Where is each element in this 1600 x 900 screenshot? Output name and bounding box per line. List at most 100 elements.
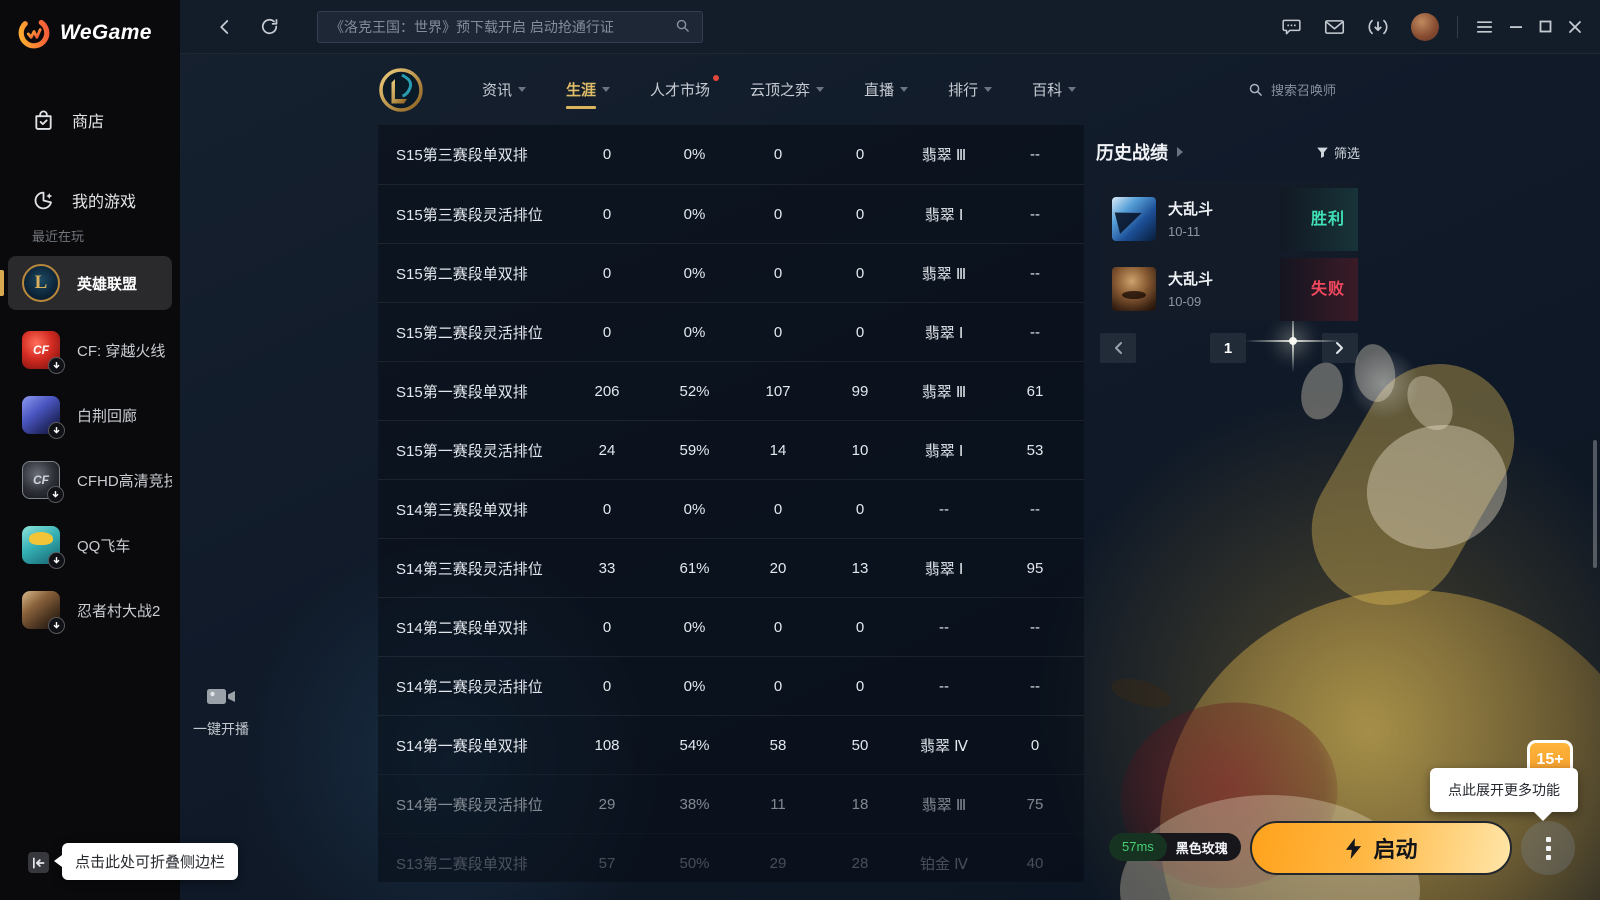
more-options-button[interactable] xyxy=(1521,821,1575,875)
game-title: 白荆回廊 xyxy=(77,407,138,425)
rank-tier: 翡翠 Ⅰ xyxy=(924,560,964,578)
prev-page-button[interactable] xyxy=(1100,333,1136,363)
launch-button[interactable]: 启动 xyxy=(1250,821,1512,875)
mail-icon xyxy=(1324,19,1345,34)
games-count: 29 xyxy=(598,795,616,813)
collapse-sidebar-button[interactable] xyxy=(28,852,49,873)
download-badge-icon xyxy=(48,422,65,439)
close-button[interactable] xyxy=(1568,20,1582,34)
rank-tier: 翡翠 Ⅲ xyxy=(921,147,967,164)
sidebar-game-item[interactable]: CF: 穿越火线 xyxy=(8,325,172,375)
losses-count: 0 xyxy=(855,323,865,341)
sidebar-item-label: 我的游戏 xyxy=(72,194,137,211)
rank-tier: 翡翠 Ⅲ xyxy=(921,383,967,401)
more-tooltip-text: 点此展开更多功能 xyxy=(1448,782,1560,798)
nav-tab[interactable]: 资讯 xyxy=(482,79,527,100)
rank-tier: 翡翠 Ⅰ xyxy=(924,206,964,224)
games-count: 206 xyxy=(594,382,620,400)
chevron-right-icon[interactable] xyxy=(1177,147,1183,157)
games-count: 0 xyxy=(602,146,612,163)
league-points: 40 xyxy=(1026,854,1044,872)
nav-tab[interactable]: 人才市场 xyxy=(650,74,720,100)
nav-tab[interactable]: 百科 xyxy=(1032,79,1077,100)
match-mode: 大乱斗 xyxy=(1168,201,1214,218)
game-list: 英雄联盟 CF: 穿越火线 白荆回廊 xyxy=(0,256,180,650)
server-selector[interactable]: 57ms 黑色玫瑰 xyxy=(1109,833,1241,861)
queue-name: S15第一赛段单双排 xyxy=(396,383,528,401)
menu-button[interactable] xyxy=(1476,20,1493,34)
league-points: 95 xyxy=(1026,559,1044,577)
game-icon xyxy=(22,331,65,374)
games-count: 33 xyxy=(598,559,616,577)
minimize-button[interactable] xyxy=(1509,20,1523,34)
match-date: 10-09 xyxy=(1168,294,1202,309)
scrollbar[interactable] xyxy=(1593,440,1597,568)
summoner-search-input[interactable]: 搜索召唤师 xyxy=(1248,77,1336,101)
lol-header: 资讯 生涯 人才市场 云顶之弈 直播 排行 百科 搜索召唤师 xyxy=(180,54,1600,124)
losses-count: 0 xyxy=(855,500,865,518)
losses-count: 0 xyxy=(855,618,865,636)
queue-name: S14第三赛段灵活排位 xyxy=(396,560,543,578)
win-rate: 0% xyxy=(683,677,706,695)
career-table-row: S13第二赛段单双排 57 50% 29 28 铂金 Ⅳ 40 xyxy=(378,833,1084,882)
back-button[interactable] xyxy=(216,18,234,36)
sidebar-game-item[interactable]: 英雄联盟 xyxy=(0,256,172,310)
lol-logo-icon[interactable] xyxy=(378,67,424,113)
league-points: 75 xyxy=(1026,795,1044,813)
league-points: -- xyxy=(1030,323,1040,341)
lightning-icon xyxy=(1346,837,1362,859)
quick-stream-button[interactable]: 一键开播 xyxy=(192,685,250,739)
sidebar-game-item[interactable]: CFHD高清竞技... xyxy=(8,455,172,505)
match-row[interactable]: 大乱斗 10-11 胜利 xyxy=(1100,188,1358,251)
chevron-down-icon xyxy=(900,86,909,92)
games-count: 0 xyxy=(602,677,612,695)
wins-count: 20 xyxy=(769,559,787,577)
wins-count: 0 xyxy=(773,323,783,341)
queue-name: S13第二赛段单双排 xyxy=(396,855,528,873)
sidebar-game-item[interactable]: QQ飞车 xyxy=(8,520,172,570)
downloads-button[interactable] xyxy=(1367,17,1389,37)
chat-bubble-icon xyxy=(1282,19,1301,34)
tab-label: 百科 xyxy=(1032,81,1063,99)
store-bag-icon xyxy=(35,110,52,130)
match-row[interactable]: 大乱斗 10-09 失败 xyxy=(1100,258,1358,321)
sidebar-game-item[interactable]: 白荆回廊 xyxy=(8,390,172,440)
win-rate: 54% xyxy=(679,736,710,754)
sidebar-item-my-games[interactable]: 我的游戏 xyxy=(0,178,180,222)
next-page-button[interactable] xyxy=(1322,333,1358,363)
queue-name: S14第二赛段单双排 xyxy=(396,619,528,637)
user-avatar[interactable] xyxy=(1411,12,1439,41)
nav-tab[interactable]: 直播 xyxy=(864,79,909,100)
losses-count: 28 xyxy=(851,854,869,872)
wegame-logo[interactable]: WeGame xyxy=(16,15,152,51)
nav-tab[interactable]: 生涯 xyxy=(566,79,611,109)
chevron-down-icon xyxy=(816,86,825,92)
history-title: 历史战绩 xyxy=(1096,143,1168,163)
nav-tab[interactable]: 排行 xyxy=(948,79,993,100)
match-info: 大乱斗 10-09 xyxy=(1168,268,1213,309)
queue-name: S15第二赛段灵活排位 xyxy=(396,324,543,342)
search-icon xyxy=(675,18,690,36)
page-number-button[interactable]: 1 xyxy=(1210,333,1246,363)
sidebar-game-item[interactable]: 忍者村大战2 xyxy=(8,585,172,635)
more-options-tooltip: 点此展开更多功能 xyxy=(1430,768,1578,821)
mail-button[interactable] xyxy=(1324,18,1345,36)
tab-label: 资讯 xyxy=(482,81,513,99)
pagination: 1 xyxy=(1100,333,1358,363)
main-search-input[interactable]: 《洛克王国：世界》预下载开启 启动抢通行证 xyxy=(317,10,703,43)
nav-tab[interactable]: 云顶之弈 xyxy=(750,79,825,100)
rank-tier: -- xyxy=(939,618,949,636)
brand-name: WeGame xyxy=(60,21,152,44)
refresh-button[interactable] xyxy=(260,17,279,36)
losses-count: 0 xyxy=(855,146,865,163)
messages-button[interactable] xyxy=(1281,17,1302,37)
collapse-tooltip-text: 点击此处可折叠侧边栏 xyxy=(75,854,226,871)
sidebar-item-label: 商店 xyxy=(72,114,105,131)
queue-name: S15第二赛段单双排 xyxy=(396,265,528,283)
maximize-button[interactable] xyxy=(1539,20,1552,33)
league-points: 53 xyxy=(1026,441,1044,459)
sidebar-item-store[interactable]: 商店 xyxy=(0,98,180,142)
download-badge-icon xyxy=(48,357,65,374)
game-title: 忍者村大战2 xyxy=(77,602,161,620)
filter-button[interactable]: 筛选 xyxy=(1316,143,1360,162)
